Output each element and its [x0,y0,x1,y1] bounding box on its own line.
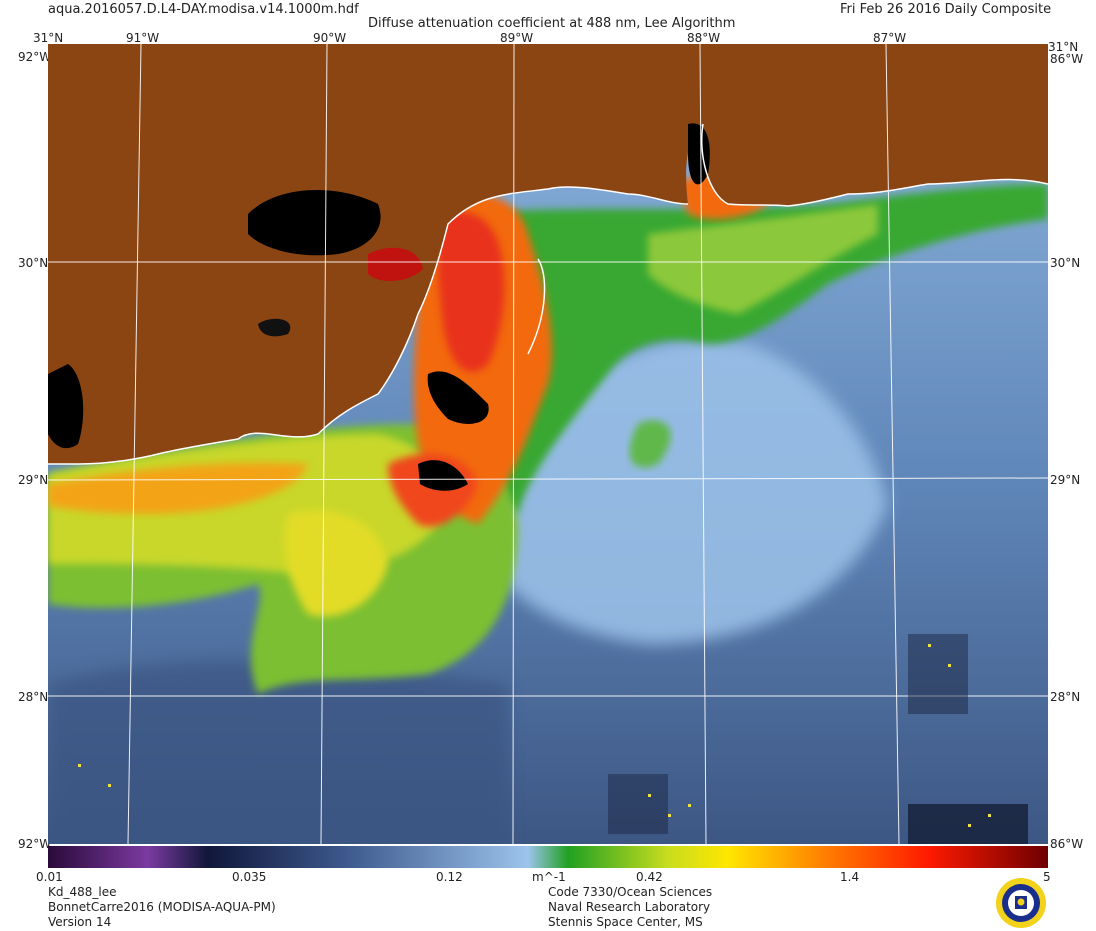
colorbar-tick-5: 5 [1043,870,1051,884]
colorbar-tick-0.035: 0.035 [232,870,267,884]
side-label-top-left: 92°W [18,50,52,64]
green-coastal-band [468,184,1048,514]
noise-speckles [78,634,1028,844]
light-water-plume [478,339,888,644]
product-source: BonnetCarre2016 (MODISA-AQUA-PM) [48,900,276,914]
lat-label-left-28n: 28°N [18,690,49,704]
product-version: Version 14 [48,915,112,929]
lat-label-left-29n: 29°N [18,473,49,487]
colorbar [48,846,1048,868]
lat-label-right-29n: 29°N [1050,473,1081,487]
kd488-map [48,44,1048,844]
lon-label-88w: 88°W [687,31,721,45]
corner-label-top-left: 31°N [33,31,64,45]
product-variable: Kd_488_lee [48,885,117,899]
side-label-top-right: 86°W [1050,52,1084,66]
side-label-bottom-left: 92°W [18,837,52,851]
org-code: Code 7330/Ocean Sciences [548,885,713,899]
land-mass [48,44,1048,464]
graticule [48,44,1048,844]
composite-date: Fri Feb 26 2016 Daily Composite [840,2,1052,17]
org-name: Naval Research Laboratory [548,900,711,914]
nrl-seal-icon [996,878,1046,928]
lat-label-left-30n: 30°N [18,256,49,270]
lon-label-87w: 87°W [873,31,907,45]
source-filename: aqua.2016057.D.L4-DAY.modisa.v14.1000m.h… [48,2,359,17]
lake-pontchartrain [248,190,381,256]
lat-label-right-30n: 30°N [1050,256,1081,270]
map-title: Diffuse attenuation coefficient at 488 n… [368,16,736,31]
colorbar-tick-0.12: 0.12 [436,870,463,884]
lon-label-89w: 89°W [500,31,534,45]
colorbar-tick-1.4: 1.4 [840,870,860,884]
corner-label-top-right: 31°N [1048,40,1079,54]
colorbar-tick-0.42: 0.42 [636,870,663,884]
colorbar-tick-0.01: 0.01 [36,870,63,884]
org-location: Stennis Space Center, MS [548,915,703,929]
lon-label-91w: 91°W [126,31,160,45]
colorbar-units: m^-1 [532,870,566,884]
coastline [48,123,1048,465]
lat-label-right-28n: 28°N [1050,690,1081,704]
side-label-bottom-right: 86°W [1050,837,1084,851]
lon-label-90w: 90°W [313,31,347,45]
